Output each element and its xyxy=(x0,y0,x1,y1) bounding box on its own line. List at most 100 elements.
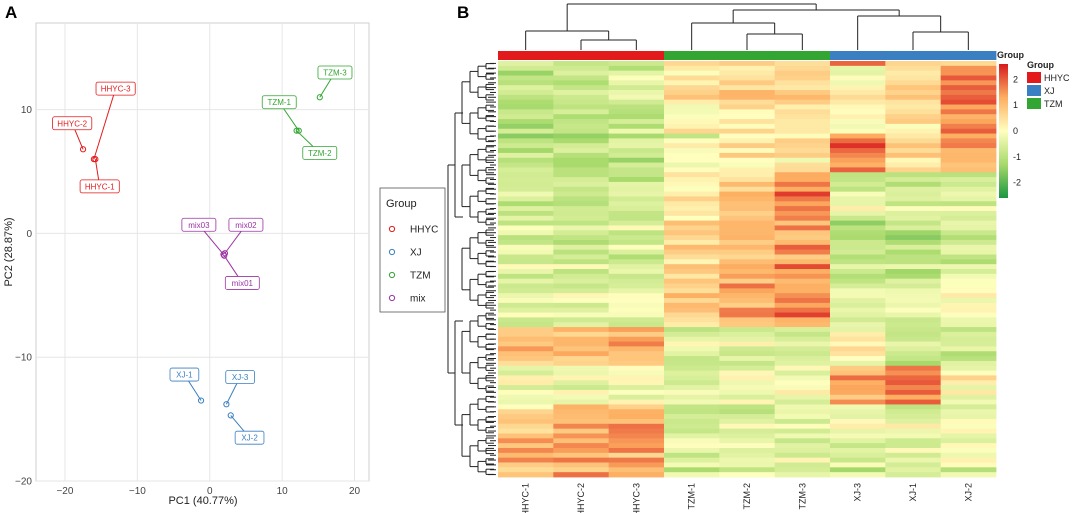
colorbar-tick-label: 1 xyxy=(1013,100,1018,110)
heatmap-cell xyxy=(885,90,942,96)
panel-b-label: B xyxy=(457,3,469,22)
heatmap-cell xyxy=(608,409,665,415)
heatmap-cell xyxy=(608,351,665,357)
heatmap-cell xyxy=(608,278,665,284)
heatmap-column-label: TZM-1 xyxy=(687,483,697,510)
heatmap-cell xyxy=(774,346,831,352)
heatmap-cell xyxy=(830,443,886,449)
heatmap-cell xyxy=(553,249,610,255)
heatmap-cell xyxy=(498,143,554,149)
pca-point-mix xyxy=(221,250,229,257)
heatmap-cell xyxy=(553,447,610,454)
heatmap-cell xyxy=(719,138,776,144)
heatmap-cell xyxy=(774,365,831,371)
heatmap-cell xyxy=(553,438,610,444)
heatmap-column-label: XJ-2 xyxy=(963,483,973,502)
heatmap-cell xyxy=(608,99,665,105)
heatmap-cell xyxy=(774,307,831,313)
heatmap-cell xyxy=(885,152,942,159)
heatmap-cell xyxy=(553,394,610,401)
heatmap-cell xyxy=(498,365,554,371)
heatmap-cell xyxy=(719,438,776,444)
heatmap-cell xyxy=(830,302,886,309)
heatmap-cell xyxy=(498,230,554,236)
heatmap-cell xyxy=(608,109,665,115)
heatmap-cell xyxy=(830,138,886,144)
heatmap-cell xyxy=(719,196,776,202)
heatmap-cell xyxy=(830,283,886,289)
heatmap-cell xyxy=(553,269,610,275)
heatmap-cell xyxy=(940,307,997,313)
heatmap-cell xyxy=(553,220,610,226)
heatmap-cell xyxy=(774,312,831,318)
heatmap-cell xyxy=(553,418,610,425)
heatmap-column-label: TZM-3 xyxy=(797,483,807,510)
pca-point-label: TZM-2 xyxy=(302,146,338,160)
colorbar-ticks: 2 1 0 -1 -2 xyxy=(1013,74,1021,187)
heatmap-cell xyxy=(664,143,720,149)
heatmap-cell xyxy=(774,447,831,454)
heatmap-cell xyxy=(553,186,610,193)
heatmap-cell xyxy=(774,414,831,420)
heatmap-cell xyxy=(885,114,942,120)
pca-x-tick-label: 0 xyxy=(207,486,213,497)
heatmap-cell xyxy=(498,443,554,449)
heatmap-cell xyxy=(553,331,610,338)
heatmap-cell xyxy=(719,94,776,101)
heatmap-cell xyxy=(719,317,776,323)
pca-point-label: HHYC-2 xyxy=(52,116,93,131)
column-dendrogram xyxy=(525,3,969,50)
heatmap-cell xyxy=(664,380,720,386)
heatmap-cell xyxy=(498,225,554,231)
pca-point-label-box xyxy=(79,179,120,194)
heatmap-cell xyxy=(719,201,776,207)
heatmap-cell xyxy=(830,152,886,159)
heatmap-cell xyxy=(719,351,776,357)
pca-point-label-box xyxy=(169,367,200,382)
heatmap-cell xyxy=(885,177,942,183)
heatmap-cell xyxy=(498,177,554,183)
heatmap-cell xyxy=(719,269,776,275)
heatmap-cell xyxy=(940,215,997,222)
heatmap-cell xyxy=(553,128,610,134)
heatmap-cell xyxy=(608,191,665,197)
pca-point-mix xyxy=(221,252,228,259)
heatmap-cell xyxy=(608,423,665,430)
heatmap-cell xyxy=(498,389,554,396)
heatmap-cell xyxy=(940,114,997,120)
heatmap-cell xyxy=(885,467,942,473)
heatmap-cell xyxy=(719,128,776,134)
colorbar-tick-label: -2 xyxy=(1013,178,1021,188)
annotation-cell-xj xyxy=(885,51,942,60)
heatmap-cell xyxy=(885,220,942,226)
pca-legend-entries: HHYC XJ TZM mix xyxy=(388,225,438,305)
heatmap-cell xyxy=(940,418,997,425)
heatmap-cell xyxy=(940,244,997,251)
heatmap-cell xyxy=(940,61,997,67)
heatmap-cell xyxy=(498,61,554,67)
heatmap-cell xyxy=(774,375,831,381)
heatmap-cell xyxy=(719,394,776,401)
heatmap-cell xyxy=(553,264,610,270)
heatmap-cell xyxy=(774,433,831,439)
heatmap-cell xyxy=(940,452,997,459)
heatmap-cell xyxy=(553,196,610,202)
heatmap-cell xyxy=(885,288,942,294)
heatmap-cell xyxy=(719,85,776,91)
heatmap-cell xyxy=(664,365,720,371)
heatmap-cell xyxy=(885,254,942,260)
heatmap-cell xyxy=(885,409,942,415)
heatmap-cell xyxy=(664,447,720,454)
heatmap-cell xyxy=(885,433,942,439)
heatmap-cell xyxy=(608,133,665,139)
pca-legend-marker-xj xyxy=(388,248,396,256)
heatmap-cell xyxy=(498,119,554,125)
heatmap-cell xyxy=(553,119,610,125)
heatmap-cell xyxy=(885,385,942,391)
heatmap-cell xyxy=(830,394,886,401)
heatmap-cell xyxy=(830,235,886,241)
heatmap-legend-swatch-tzm xyxy=(1027,98,1041,109)
heatmap-cell xyxy=(608,75,665,81)
heatmap-cell xyxy=(608,90,665,96)
heatmap-cell xyxy=(940,128,997,134)
